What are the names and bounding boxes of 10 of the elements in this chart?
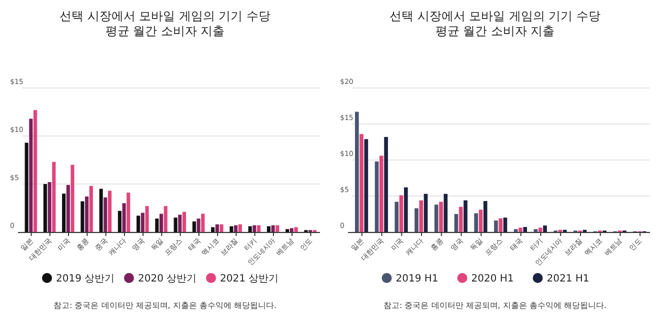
legend-label: 2021 상반기	[220, 274, 279, 284]
legend-label: 2020 상반기	[138, 274, 197, 284]
legend-label: 2019 H1	[396, 274, 438, 284]
legend-label: 2019 상반기	[56, 274, 115, 284]
text: 참고: 중국은 데이터만 제공되며, 지출은 총수익에 해당됩니다.	[383, 301, 607, 310]
chart-title: 선택 시장에서 모바일 게임의 기기 수당 평균 월간 소비자 지출	[59, 9, 271, 38]
legend-label: 2021 H1	[546, 274, 590, 284]
legend-label: 2020 H1	[471, 274, 514, 284]
chart-title: 선택 시장에서 모바일 게임의 기기 수당 평균 월간 소비자 지출	[389, 9, 601, 38]
text: 참고: 중국은 데이터만 제공되며, 지출은 총수익에 해당됩니다.	[53, 301, 277, 310]
